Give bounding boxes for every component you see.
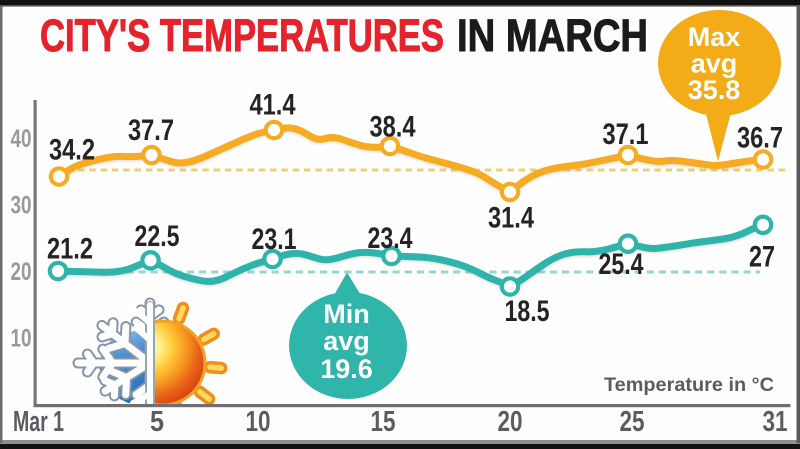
- svg-text:23.4: 23.4: [368, 222, 413, 255]
- svg-text:25: 25: [620, 406, 645, 438]
- svg-text:20: 20: [11, 258, 32, 286]
- svg-text:34.2: 34.2: [49, 134, 95, 167]
- svg-text:Temperature in °C: Temperature in °C: [604, 375, 774, 396]
- svg-text:40: 40: [11, 125, 32, 153]
- svg-text:avg: avg: [691, 49, 738, 79]
- svg-text:IN MARCH: IN MARCH: [457, 10, 648, 61]
- svg-text:31.4: 31.4: [488, 202, 534, 235]
- svg-text:5: 5: [150, 406, 164, 438]
- svg-text:31: 31: [763, 406, 788, 438]
- svg-text:23.1: 23.1: [252, 223, 297, 256]
- svg-text:18.5: 18.5: [505, 295, 550, 328]
- svg-text:Mar 1: Mar 1: [13, 406, 64, 438]
- svg-text:CITY'S TEMPERATURES: CITY'S TEMPERATURES: [40, 10, 444, 61]
- svg-text:41.4: 41.4: [250, 89, 296, 122]
- svg-text:30: 30: [11, 192, 32, 220]
- svg-text:10: 10: [246, 406, 271, 438]
- svg-text:35.8: 35.8: [688, 75, 741, 105]
- svg-text:38.4: 38.4: [370, 111, 416, 144]
- svg-text:27: 27: [749, 241, 775, 274]
- svg-text:37.1: 37.1: [603, 118, 649, 151]
- svg-text:avg: avg: [323, 326, 370, 356]
- svg-text:21.2: 21.2: [47, 233, 93, 266]
- svg-text:25.4: 25.4: [599, 248, 644, 281]
- svg-text:37.7: 37.7: [128, 114, 174, 147]
- svg-text:Max: Max: [688, 22, 741, 52]
- svg-text:20: 20: [498, 406, 523, 438]
- svg-text:36.7: 36.7: [737, 122, 783, 155]
- svg-text:Min: Min: [323, 299, 370, 329]
- svg-text:15: 15: [371, 406, 396, 438]
- svg-text:10: 10: [11, 325, 32, 353]
- svg-text:19.6: 19.6: [320, 354, 373, 384]
- svg-text:22.5: 22.5: [135, 220, 180, 253]
